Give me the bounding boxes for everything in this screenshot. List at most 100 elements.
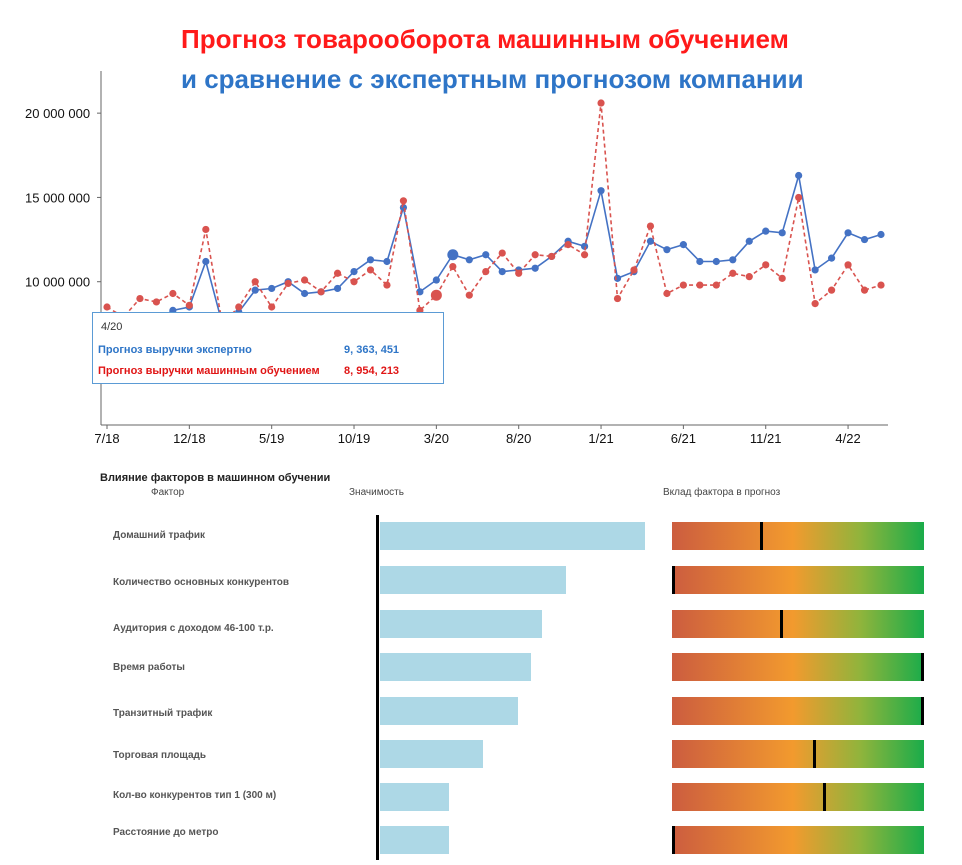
- contribution-bar: [672, 653, 924, 681]
- series-2-point: [827, 286, 836, 294]
- series-1-point: [646, 237, 655, 245]
- series-1-point: [844, 229, 852, 237]
- series-2-point: [185, 301, 193, 309]
- series-1-point: [383, 257, 391, 266]
- series-1-point: [860, 235, 869, 244]
- series-1-point: [712, 257, 720, 266]
- series-2-point: [498, 249, 506, 257]
- x-tick-label: 5/19: [259, 431, 284, 446]
- contribution-marker: [813, 740, 816, 768]
- tooltip-date: 4/20: [101, 321, 123, 333]
- factor-label: Время работы: [113, 662, 185, 673]
- series-2-point: [482, 268, 490, 276]
- contribution-marker: [921, 653, 924, 681]
- series-1-point: [696, 257, 704, 266]
- x-tick-label: 7/18: [94, 431, 119, 446]
- series-2-point: [268, 303, 276, 311]
- contribution-bar: [672, 740, 924, 768]
- series-1-point: [531, 264, 539, 272]
- factor-label: Кол-во конкурентов тип 1 (300 м): [113, 790, 277, 801]
- series-2-point: [630, 266, 638, 274]
- series-2-point: [613, 294, 622, 303]
- series-2-point: [103, 303, 111, 311]
- series-1-point: [811, 266, 819, 274]
- tooltip-expert-label: Прогноз выручки экспертно: [98, 344, 252, 356]
- series-2-point: [679, 281, 687, 289]
- series-2-point: [745, 273, 753, 281]
- importance-bar: [380, 653, 531, 681]
- series-2-point: [449, 262, 457, 271]
- x-tick-label: 12/18: [173, 431, 206, 446]
- factor-label: Транзитный трафик: [113, 708, 213, 719]
- tooltip-ml-value: 8, 954, 213: [344, 365, 400, 377]
- x-tick-label: 3/20: [424, 431, 449, 446]
- series-2-point: [399, 197, 408, 205]
- series-1-point: [447, 249, 459, 261]
- series-2-point: [301, 276, 309, 284]
- series-2-point: [860, 286, 869, 294]
- revenue-forecast-line-chart: 10 000 000 15 000 000 20 000 000 7/18 12/18 5…: [25, 71, 888, 446]
- x-tick-label: 6/21: [671, 431, 696, 446]
- contribution-marker: [672, 826, 675, 854]
- series-1-point: [877, 230, 885, 239]
- series-1-point: [827, 254, 836, 262]
- series-1-point: [432, 276, 440, 284]
- importance-bar: [380, 740, 483, 768]
- series-2-point: [712, 281, 720, 289]
- series-2-point: [548, 252, 556, 261]
- chart-title-line2: и сравнение с экспертным прогнозом компа…: [181, 64, 804, 94]
- series-1-point: [366, 256, 375, 264]
- contribution-marker: [823, 783, 826, 811]
- series-line-2: [106, 102, 882, 326]
- y-tick-label: 15 000 000: [25, 190, 90, 205]
- series-2-point: [465, 291, 473, 299]
- series-1-point: [268, 284, 276, 293]
- contribution-marker: [780, 610, 783, 638]
- y-tick-label: 20 000 000: [25, 106, 90, 121]
- series-2-point: [202, 225, 210, 234]
- series-1-point: [251, 286, 259, 294]
- series-2-point: [169, 289, 177, 298]
- series-1-point: [679, 241, 687, 249]
- series-1-point: [465, 256, 473, 264]
- chart-title-line1: Прогноз товарооборота машинным обучением: [181, 24, 789, 54]
- importance-bar: [380, 566, 566, 594]
- series-2-point: [877, 281, 885, 289]
- series-2-point: [383, 281, 391, 289]
- series-2-point: [531, 251, 539, 259]
- series-2-point: [152, 298, 161, 306]
- series-2-point: [811, 300, 819, 308]
- factor-label: Количество основных конкурентов: [113, 577, 290, 588]
- series-1-point: [778, 229, 786, 237]
- tooltip-ml-label: Прогноз выручки машинным обучением: [98, 365, 320, 377]
- series-1-point: [729, 256, 737, 264]
- series-1-point: [301, 289, 309, 298]
- series-1-point: [795, 171, 803, 180]
- series-2-point: [729, 269, 737, 277]
- x-tick-label: 8/20: [506, 431, 531, 446]
- series-1-point: [333, 284, 342, 293]
- factor-label: Аудитория с доходом 46-100 т.р.: [113, 623, 274, 634]
- series-2-point: [646, 222, 655, 230]
- contribution-marker: [921, 697, 924, 725]
- y-tick-label: 10 000 000: [25, 275, 90, 290]
- importance-bar: [380, 610, 542, 638]
- series-1-point: [498, 268, 506, 276]
- tooltip-expert-value: 9, 363, 451: [344, 344, 400, 356]
- importance-bar: [380, 826, 449, 854]
- series-1-point: [202, 257, 210, 266]
- contribution-bar: [672, 826, 924, 854]
- factor-label: Расстояние до метро: [113, 827, 219, 838]
- series-1-point: [350, 268, 358, 276]
- series-2-point: [696, 281, 704, 289]
- series-2-point: [317, 288, 325, 296]
- series-1-point: [580, 242, 589, 250]
- contribution-bar: [672, 783, 924, 811]
- series-2-point: [366, 266, 375, 274]
- contribution-bar: [672, 566, 924, 594]
- series-2-point: [597, 99, 605, 107]
- column-header-factor: Фактор: [151, 487, 185, 498]
- series-2-point: [515, 269, 523, 277]
- chart-tooltip: 4/20 Прогноз выручки экспертно 9, 363, 4…: [92, 312, 444, 384]
- series-2-point: [762, 261, 770, 269]
